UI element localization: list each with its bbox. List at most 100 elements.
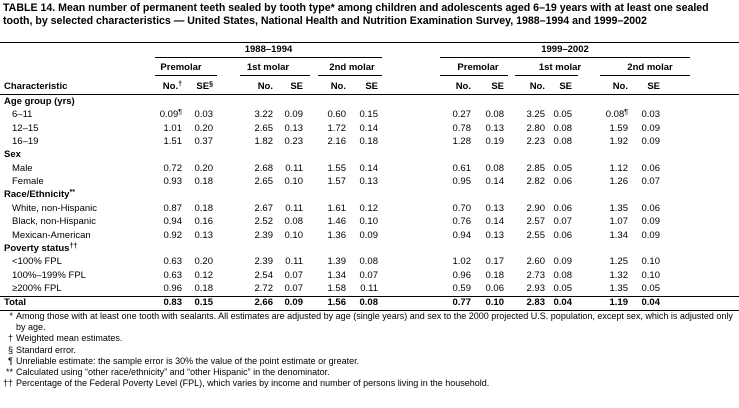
- cell-text: 1.55: [327, 162, 347, 174]
- cell-text: 0.06: [553, 202, 573, 214]
- cell: 2.39: [255, 230, 274, 242]
- cell: 0.06: [642, 163, 661, 175]
- table-title: TABLE 14. Mean number of permanent teeth…: [3, 2, 709, 27]
- row-label: 100%–199% FPL: [12, 269, 86, 281]
- cell: 0.05: [554, 163, 573, 175]
- cell: 0.78: [453, 123, 472, 135]
- cell: 0.06: [554, 176, 573, 188]
- cell: 0.63: [164, 256, 183, 268]
- cell-text: 2.68: [254, 162, 274, 174]
- cell: 0.05: [642, 283, 661, 295]
- cell: 0.03: [642, 109, 661, 121]
- cell-text: 2.16: [327, 136, 347, 148]
- footnote-text: Unreliable estimate: the sample error is…: [16, 355, 360, 366]
- cell-text: 0.13: [485, 202, 505, 214]
- cell: 1.72: [328, 123, 347, 135]
- cell-text: 2.60: [526, 256, 546, 268]
- cell-text: 0.08: [485, 109, 505, 121]
- cell-text: 0.17: [485, 256, 505, 268]
- column-header-text: SE: [290, 81, 303, 92]
- cell: 0.94: [453, 230, 472, 242]
- cell: 0.83: [164, 297, 183, 309]
- cell: 2.90: [527, 203, 546, 215]
- cell: 0.07: [554, 216, 573, 228]
- cell: 2.65: [255, 123, 274, 135]
- cell: 0.18: [195, 283, 214, 295]
- cell-text: 0.78: [452, 122, 472, 134]
- section-heading: Sex: [4, 149, 21, 161]
- cell-text: 0.14: [359, 122, 379, 134]
- cell: 0.96: [453, 270, 472, 282]
- cell: 0.13: [486, 123, 505, 135]
- cell-text: 0.07: [553, 216, 573, 228]
- footnote-mark: §: [209, 81, 213, 88]
- cell-text: 1.39: [327, 256, 347, 268]
- cell-text: 0.07: [641, 176, 661, 188]
- column-header-text: No.: [612, 81, 628, 92]
- tooth-type: Premolar: [457, 62, 499, 73]
- cell-text: 0.16: [194, 216, 214, 228]
- cell: 2.85: [527, 163, 546, 175]
- rule: [0, 94, 739, 95]
- cell-text: 0.03: [194, 109, 214, 121]
- column-header: SE: [365, 81, 378, 93]
- cell-text: 0.72: [163, 162, 183, 174]
- cell-text: 0.18: [485, 269, 505, 281]
- cell-text: 0.05: [553, 162, 573, 174]
- cell: 0.11: [285, 256, 303, 268]
- cell: 0.13: [360, 176, 379, 188]
- cell: 1.25: [610, 256, 629, 268]
- cell: 0.09¶: [160, 109, 182, 121]
- cell-text: 0.08: [284, 216, 304, 228]
- cell: 2.82: [527, 176, 546, 188]
- cell-text: 2.83: [526, 297, 546, 309]
- cell-text: 0.18: [194, 282, 214, 294]
- cell: 0.15: [195, 297, 214, 309]
- cell-text: 1.82: [254, 136, 274, 148]
- cell-text: 1.57: [327, 176, 347, 188]
- footnote-mark: †: [7, 333, 13, 344]
- cell-text: 0.13: [194, 229, 214, 241]
- cell: 0.27: [453, 109, 472, 121]
- cell: 0.11: [360, 283, 378, 295]
- tooth-type: 1st molar: [538, 62, 582, 73]
- cell-text: 1.72: [327, 122, 347, 134]
- cell: 0.96: [164, 283, 183, 295]
- cell: 2.65: [255, 176, 274, 188]
- row-label: Female: [12, 176, 44, 188]
- cell: 0.63: [164, 270, 183, 282]
- cell-text: 0.05: [553, 109, 573, 121]
- cell: 0.07: [360, 270, 379, 282]
- cell: 0.09: [360, 230, 379, 242]
- cell-text: 0.09: [553, 256, 573, 268]
- cell-text: 0.11: [285, 162, 303, 174]
- cell-text: 0.13: [284, 122, 304, 134]
- cell-text: 1.02: [452, 256, 472, 268]
- cell: 0.15: [360, 109, 379, 121]
- cell: 0.77: [453, 297, 472, 309]
- cell: 0.72: [164, 163, 183, 175]
- cell: 1.39: [328, 256, 347, 268]
- cell: 0.07: [642, 176, 661, 188]
- column-header-text: No.: [162, 81, 179, 92]
- cell-text: 1.28: [452, 136, 472, 148]
- cell: 1.55: [328, 163, 347, 175]
- cell-text: 0.15: [359, 109, 379, 121]
- cell-text: 0.13: [359, 176, 379, 188]
- footnote-text: Among those with at least one tooth with…: [16, 311, 733, 333]
- cell: 0.08: [486, 109, 505, 121]
- cell-text: 0.18: [194, 202, 214, 214]
- cell-text: 1.36: [327, 229, 347, 241]
- tooth-type: 2nd molar: [329, 62, 375, 73]
- footnotes: * Among those with at least one tooth wit…: [0, 311, 736, 389]
- cell-text: 0.63: [163, 269, 183, 281]
- cell-text: 2.65: [254, 122, 274, 134]
- cell: 0.03: [195, 109, 214, 121]
- cell-text: 0.09: [641, 229, 661, 241]
- cell-text: 0.08: [359, 297, 379, 309]
- column-header: No.†: [163, 81, 182, 93]
- cell-text: 0.10: [641, 256, 661, 268]
- cell: 0.20: [195, 163, 214, 175]
- cell: 0.14: [360, 123, 379, 135]
- cell-text: 0.08: [605, 109, 625, 121]
